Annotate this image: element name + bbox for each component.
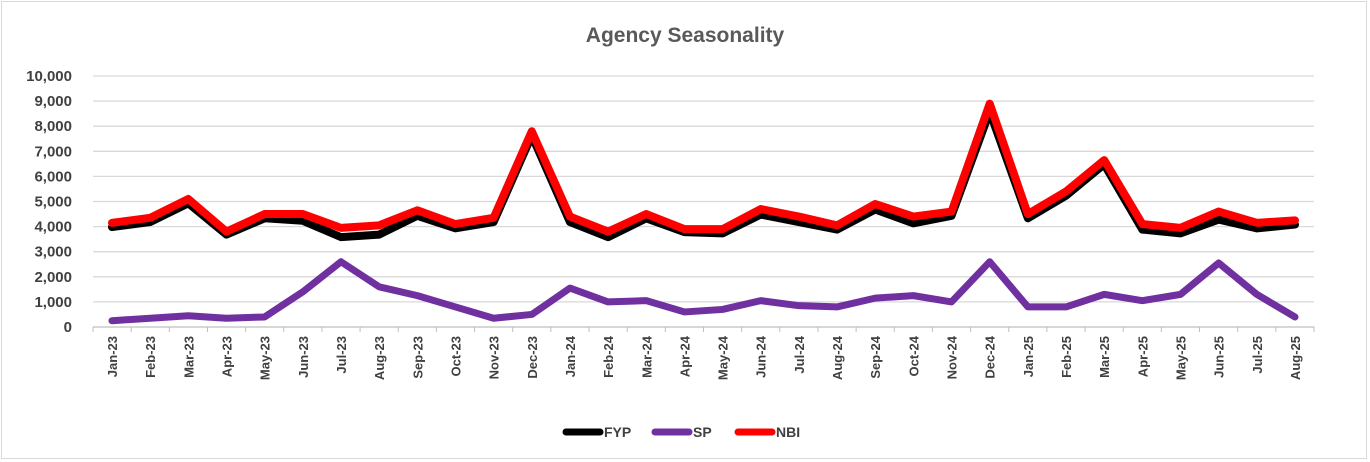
x-tick-label: Dec-23 [525,336,540,379]
x-tick-label: Jan-24 [563,335,578,377]
x-tick-label: Feb-23 [143,336,158,378]
x-tick-label: Feb-24 [601,335,616,378]
y-tick-label: 0 [64,319,72,336]
legend-item-nbi: NBI [734,424,800,440]
x-tick-label: Mar-24 [639,335,654,378]
x-tick-label: May-25 [1174,336,1189,380]
x-tick-label: Jul-25 [1250,336,1265,374]
y-tick-label: 8,000 [34,118,72,135]
x-tick-label: Oct-24 [906,335,921,376]
x-tick-label: Dec-24 [983,335,998,378]
y-tick-label: 6,000 [34,168,72,185]
y-tick-label: 10,000 [26,68,72,85]
x-tick-label: Apr-25 [1135,336,1150,377]
x-tick-label: May-24 [716,335,731,380]
y-tick-label: 2,000 [34,269,72,286]
y-tick-label: 7,000 [34,143,72,160]
x-tick-label: Mar-25 [1097,336,1112,378]
x-tick-label: Sep-24 [868,335,883,378]
x-tick-label: Jul-24 [792,335,807,373]
x-tick-label: May-23 [258,336,273,380]
y-tick-label: 5,000 [34,194,72,211]
x-tick-label: Sep-23 [410,336,425,379]
series-line-fyp [108,107,1299,242]
x-tick-label: Aug-25 [1288,336,1303,380]
legend-item-fyp: FYP [562,424,631,440]
legend-item-sp: SP [651,424,712,440]
series-line-nbi [108,99,1299,236]
legend-label: SP [693,424,712,440]
x-tick-label: Oct-23 [448,336,463,376]
y-tick-label: 9,000 [34,93,72,110]
series-line-sp [108,258,1299,325]
x-tick-label: Aug-24 [830,335,845,380]
x-tick-label: Apr-23 [219,336,234,377]
x-tick-label: Mar-23 [181,336,196,378]
legend-label: FYP [604,424,631,440]
x-tick-label: Apr-24 [677,335,692,377]
chart-title: Agency Seasonality [586,24,785,47]
x-tick-label: Jun-24 [754,335,769,378]
legend-label: NBI [776,424,800,440]
x-tick-label: Nov-24 [945,335,960,379]
x-tick-label: Feb-25 [1059,336,1074,378]
x-tick-label: Jun-23 [296,336,311,378]
x-tick-label: Jul-23 [334,336,349,374]
y-tick-label: 3,000 [34,244,72,261]
y-tick-label: 4,000 [34,219,72,236]
x-tick-label: Jan-23 [105,336,120,377]
y-tick-label: 1,000 [34,294,72,311]
x-tick-label: Jan-25 [1021,336,1036,377]
x-tick-label: Nov-23 [487,336,502,379]
x-tick-label: Aug-23 [372,336,387,380]
x-tick-label: Jun-25 [1212,336,1227,378]
